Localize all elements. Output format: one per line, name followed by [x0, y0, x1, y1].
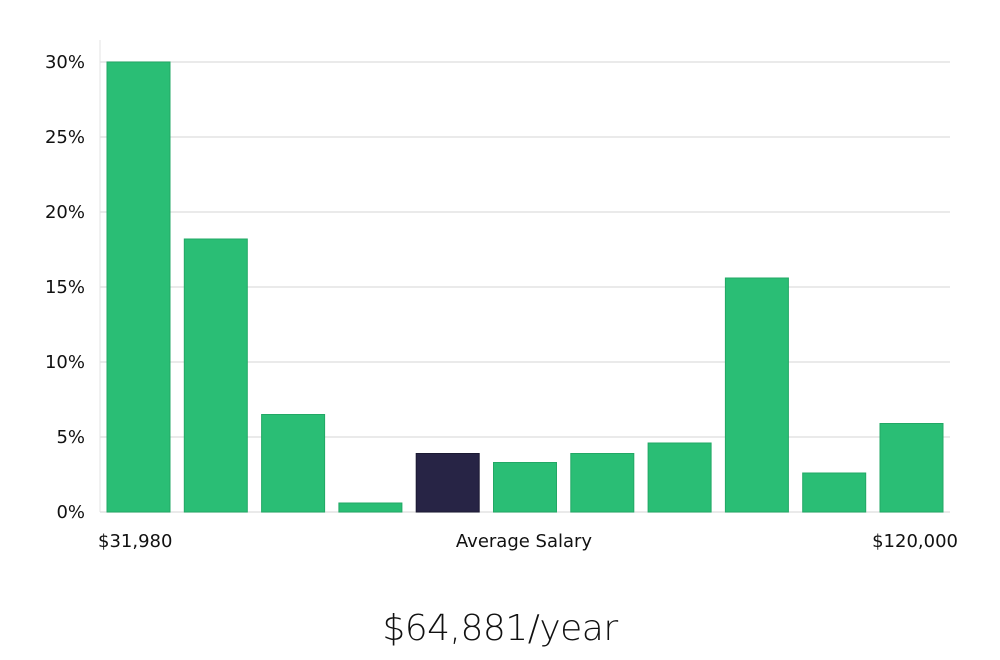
bar [261, 414, 326, 513]
x-label-middle: Average Salary [456, 531, 593, 552]
y-tick-label: 30% [45, 52, 85, 73]
salary-histogram: 0% 5% 10% 15% 20% 25% 30% $31,980 Average Sala… [45, 40, 958, 552]
bar [338, 502, 403, 513]
bar [802, 472, 867, 513]
bar [647, 442, 712, 513]
bar [724, 277, 789, 513]
y-tick-label: 25% [45, 127, 85, 148]
y-tick-label: 0% [56, 502, 85, 523]
x-label-max: $120,000 [872, 531, 958, 552]
bar [879, 423, 944, 513]
bar-average-salary [415, 453, 480, 513]
bar [106, 61, 171, 513]
y-axis-tick-labels: 0% 5% 10% 15% 20% 25% 30% [45, 52, 85, 523]
bars [106, 61, 944, 513]
y-tick-label: 15% [45, 277, 85, 298]
y-tick-label: 5% [56, 427, 85, 448]
y-tick-label: 10% [45, 352, 85, 373]
bar [493, 462, 557, 513]
bar [183, 238, 248, 513]
x-label-min: $31,980 [98, 531, 172, 552]
bar [570, 453, 635, 513]
average-salary-value: $64,881/year [382, 608, 618, 649]
y-tick-label: 20% [45, 202, 85, 223]
